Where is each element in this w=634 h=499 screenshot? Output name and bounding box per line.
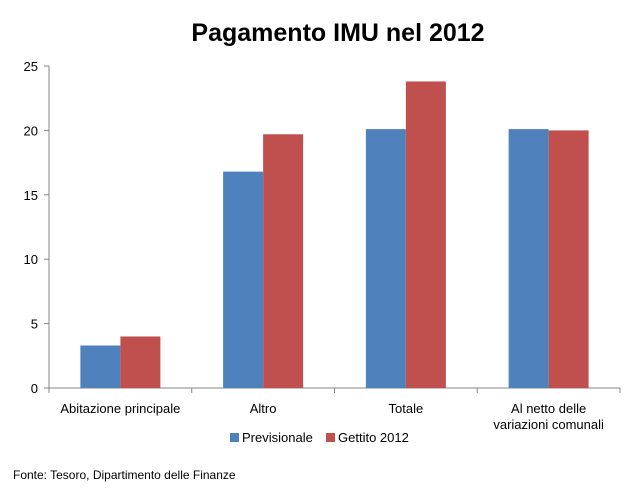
chart-title: Pagamento IMU nel 2012: [191, 19, 484, 47]
bar-previsionale: [508, 129, 549, 388]
y-tick-label: 5: [31, 317, 38, 332]
y-tick-label: 20: [24, 123, 38, 138]
bar-gettito-2012: [548, 130, 589, 388]
x-tick-label: Altro: [250, 401, 277, 416]
y-tick-label: 25: [24, 59, 38, 74]
x-tick-label: Abitazione principale: [60, 401, 180, 416]
x-tick-label: Totale: [389, 401, 424, 416]
bar-previsionale: [223, 171, 264, 388]
y-tick-label: 0: [31, 381, 38, 396]
legend: Previsionale Gettito 2012: [230, 430, 409, 445]
legend-swatch: [326, 433, 335, 442]
y-tick-label: 10: [24, 252, 38, 267]
bar-previsionale: [365, 129, 406, 388]
bar-gettito-2012: [405, 81, 446, 389]
bars: [80, 81, 589, 389]
source-note: Fonte: Tesoro, Dipartimento delle Finanz…: [13, 468, 236, 482]
x-tick-label: Al netto delle variazioni comunali: [493, 401, 604, 432]
legend-label: Previsionale: [242, 430, 313, 445]
y-axis: 0 5 10 15 20 25: [24, 59, 50, 396]
y-tick-label: 15: [24, 188, 38, 203]
bar-previsionale: [80, 345, 121, 388]
legend-label: Gettito 2012: [338, 430, 409, 445]
legend-swatch: [230, 433, 239, 442]
bar-gettito-2012: [120, 336, 161, 388]
bar-gettito-2012: [263, 134, 304, 388]
category-labels: Abitazione principale Altro Totale Al netto…: [60, 401, 604, 432]
x-axis: [48, 387, 621, 393]
